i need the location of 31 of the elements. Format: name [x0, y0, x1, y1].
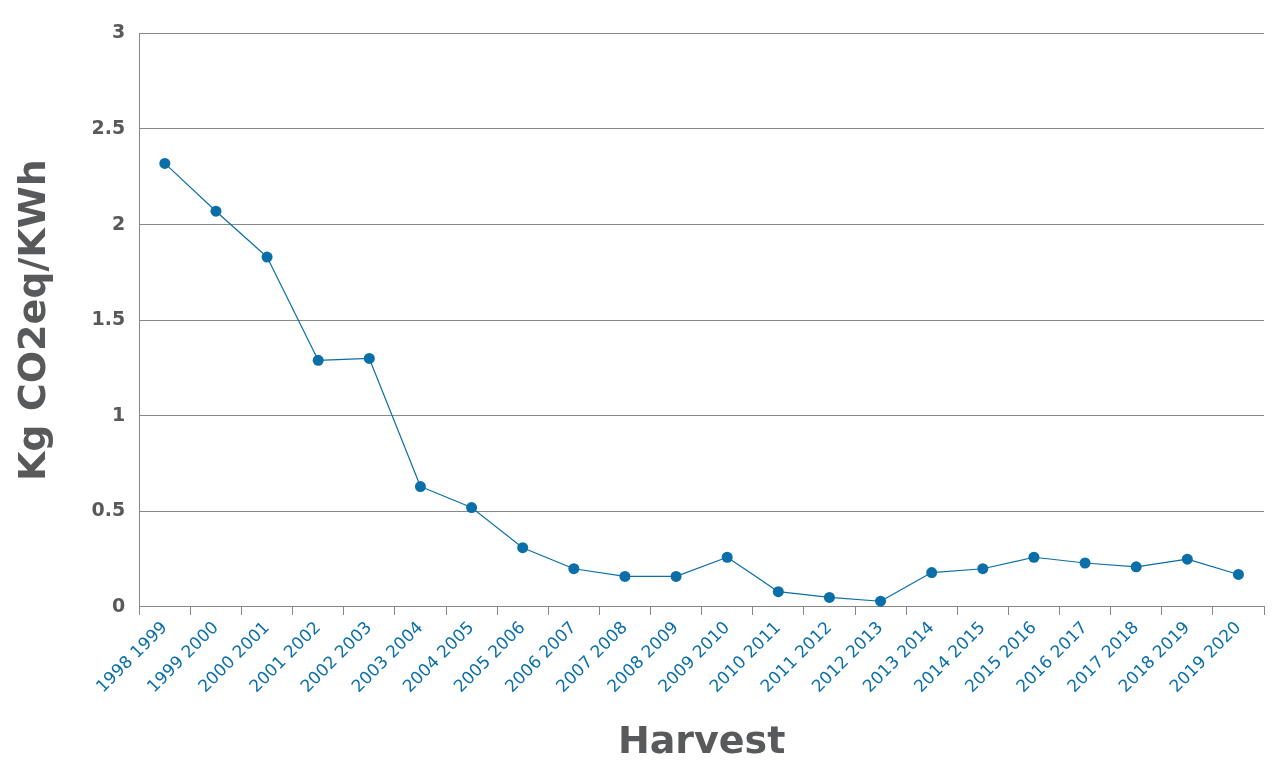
y-tick-label: 1	[112, 402, 126, 425]
y-tick-label: 2.5	[91, 115, 126, 138]
y-tick-label: 0	[112, 593, 126, 616]
point	[414, 481, 426, 493]
point	[1028, 551, 1040, 563]
point	[772, 586, 784, 598]
point	[210, 205, 222, 217]
point	[1232, 568, 1244, 580]
point	[517, 542, 529, 554]
point	[977, 563, 989, 575]
point	[721, 551, 733, 563]
y-tick-label: 0.5	[91, 498, 126, 521]
point	[312, 354, 324, 366]
y-tick-label: 2	[112, 211, 126, 234]
point	[568, 563, 580, 575]
point	[1181, 553, 1193, 565]
x-axis-title: Harvest	[617, 718, 786, 763]
point	[619, 570, 631, 582]
point	[1079, 557, 1091, 569]
point	[875, 595, 887, 607]
point	[466, 502, 478, 514]
point	[261, 251, 273, 263]
point	[1130, 561, 1142, 573]
y-tick-label: 3	[112, 20, 126, 43]
point	[823, 591, 835, 603]
point	[926, 567, 938, 579]
point	[670, 570, 682, 582]
y-axis-title: Kg CO2eq/KWh	[9, 159, 54, 482]
y-tick-label: 1.5	[91, 307, 126, 330]
point	[363, 352, 375, 364]
point	[159, 157, 171, 169]
